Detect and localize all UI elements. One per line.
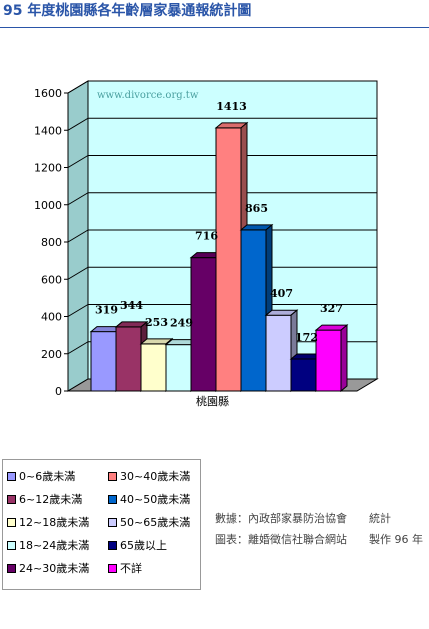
bar-data-label: 327 xyxy=(320,302,343,315)
legend-item: 0~6歲未滿 xyxy=(7,470,75,483)
chart-legend: 0~6歲未滿 6~12歲未滿 12~18歲未滿 18~24歲未滿 24~30歲未滿 30~… xyxy=(2,459,201,590)
bar-data-label: 249 xyxy=(170,317,193,330)
bar-data-label: 319 xyxy=(95,304,118,317)
bar-front xyxy=(115,326,142,392)
legend-item: 18~24歲未滿 xyxy=(7,539,89,552)
legend-swatch xyxy=(7,471,16,481)
legend-label: 6~12歲未滿 xyxy=(19,493,83,506)
legend-label: 40~50歲未滿 xyxy=(120,493,191,506)
legend-swatch xyxy=(108,471,117,481)
page-title: 95 年度桃園縣各年齡層家暴通報統計圖 xyxy=(3,3,252,19)
bar-front xyxy=(265,314,292,392)
bar-front xyxy=(240,229,267,392)
bar-data-label: 172 xyxy=(295,331,318,344)
bar-front xyxy=(315,329,342,392)
bar-front xyxy=(290,358,317,392)
gridline-side xyxy=(67,80,89,94)
bar-front xyxy=(165,344,192,392)
legend-swatch xyxy=(108,517,117,527)
bar-data-label: 716 xyxy=(195,230,218,243)
gridline-side xyxy=(67,229,89,243)
legend-swatch xyxy=(108,563,117,573)
legend-item: 50~65歲未滿 xyxy=(108,516,190,529)
bar-front xyxy=(190,257,217,392)
legend-swatch xyxy=(7,494,16,504)
y-tick-label: 600 xyxy=(41,273,62,286)
gridline-side xyxy=(67,341,89,355)
legend-item: 30~40歲未滿 xyxy=(108,470,190,483)
bar-side xyxy=(340,324,348,393)
bar-front xyxy=(215,127,242,392)
bar-chart: 0 200 400 600 800 1000 1200 1400 1600 www.divorce… xyxy=(34,80,379,408)
legend-swatch xyxy=(7,517,16,527)
y-tick-label: 200 xyxy=(41,348,62,361)
credits-chart-maker: 圖表：離婚徵信社聯合網站 製作 96 年 xyxy=(215,533,423,546)
bar-data-label: 253 xyxy=(145,316,168,329)
legend-label: 50~65歲未滿 xyxy=(120,516,191,529)
legend-label: 12~18歲未滿 xyxy=(19,516,90,529)
legend-label: 不詳 xyxy=(120,562,142,575)
legend-swatch xyxy=(108,540,117,550)
gridline-side xyxy=(67,117,89,131)
legend-item: 65歲以上 xyxy=(108,539,167,552)
bar-data-label: 1413 xyxy=(216,100,247,113)
y-tick-label: 0 xyxy=(55,385,62,398)
bar-front xyxy=(140,343,167,392)
legend-swatch xyxy=(7,540,16,550)
y-tick-label: 400 xyxy=(41,311,62,324)
y-tick-label: 1400 xyxy=(34,124,62,137)
bar-data-label: 865 xyxy=(245,202,268,215)
credits-data-source: 數據：內政部家暴防治協會 統計 xyxy=(215,512,391,525)
bar-front xyxy=(90,331,117,392)
y-tick-label: 1000 xyxy=(34,199,62,212)
legend-item: 40~50歲未滿 xyxy=(108,493,190,506)
legend-label: 24~30歲未滿 xyxy=(19,562,90,575)
legend-item: 24~30歲未滿 xyxy=(7,562,89,575)
y-tick-label: 1200 xyxy=(34,162,62,175)
bar-data-label: 344 xyxy=(120,299,143,312)
legend-item: 不詳 xyxy=(108,562,142,575)
gridline-side xyxy=(67,192,89,206)
legend-swatch xyxy=(7,563,16,573)
legend-label: 0~6歲未滿 xyxy=(19,470,76,483)
title-divider xyxy=(0,27,429,28)
x-category-label: 桃園縣 xyxy=(196,394,229,408)
legend-swatch xyxy=(108,494,117,504)
legend-label: 18~24歲未滿 xyxy=(19,539,90,552)
bar-data-label: 407 xyxy=(270,287,293,300)
legend-item: 12~18歲未滿 xyxy=(7,516,89,529)
chart-watermark: www.divorce.org.tw xyxy=(97,90,199,101)
y-tick-label: 1600 xyxy=(34,87,62,100)
legend-item: 6~12歲未滿 xyxy=(7,493,82,506)
y-tick-label: 800 xyxy=(41,236,62,249)
gridline-side xyxy=(67,155,89,168)
legend-label: 30~40歲未滿 xyxy=(120,470,191,483)
gridline-side xyxy=(67,304,89,317)
gridline-side xyxy=(67,266,89,280)
legend-label: 65歲以上 xyxy=(120,539,167,552)
